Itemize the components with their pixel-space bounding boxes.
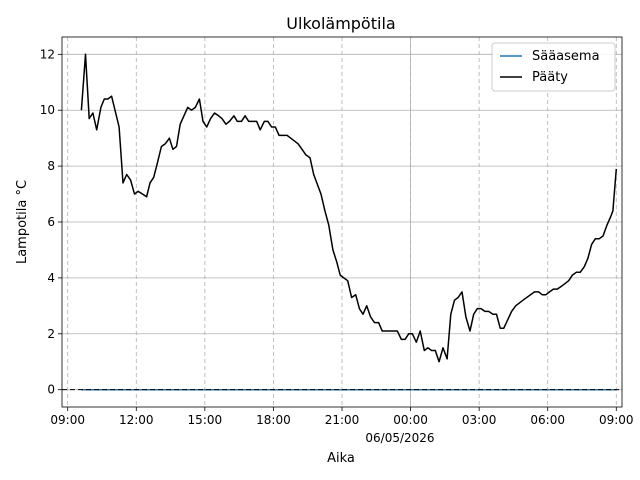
y-axis-label: Lampotila °C [15, 180, 30, 264]
x-tick-label: 12:00 [119, 413, 154, 427]
x-tick-label: 00:00 [393, 413, 428, 427]
x-axis-label: Aika [327, 451, 355, 466]
chart-legend: Sääasema Pääty [491, 42, 616, 92]
y-tick-label: 6 [47, 215, 55, 229]
y-tick-label: 4 [47, 271, 55, 285]
y-tick-label: 10 [40, 103, 55, 117]
x-tick-label: 21:00 [325, 413, 360, 427]
legend-box [491, 42, 616, 92]
axes-frame [61, 36, 623, 408]
chart-title: Ulkolämpötila [286, 14, 395, 33]
legend-label: Sääasema [532, 49, 600, 64]
legend-label: Pääty [532, 70, 568, 85]
plot-area: 09:00 12:00 15:00 18:00 21:00 00:00 03:00 06:00… [40, 36, 634, 427]
x-tick-label: 03:00 [462, 413, 497, 427]
y-tick-label: 8 [47, 159, 55, 173]
x-tick-label: 06:00 [530, 413, 565, 427]
x-tick-label: 09:00 [50, 413, 85, 427]
x-tick-label: 15:00 [188, 413, 223, 427]
x-tick-label: 09:00 [599, 413, 634, 427]
x-axis-date-label: 06/05/2026 [365, 431, 434, 445]
y-tick-label: 2 [47, 327, 55, 341]
x-tick-label: 18:00 [256, 413, 291, 427]
y-tick-label: 12 [40, 47, 55, 61]
series-line-p-ty [80, 53, 618, 363]
y-tick-label: 0 [47, 383, 55, 397]
